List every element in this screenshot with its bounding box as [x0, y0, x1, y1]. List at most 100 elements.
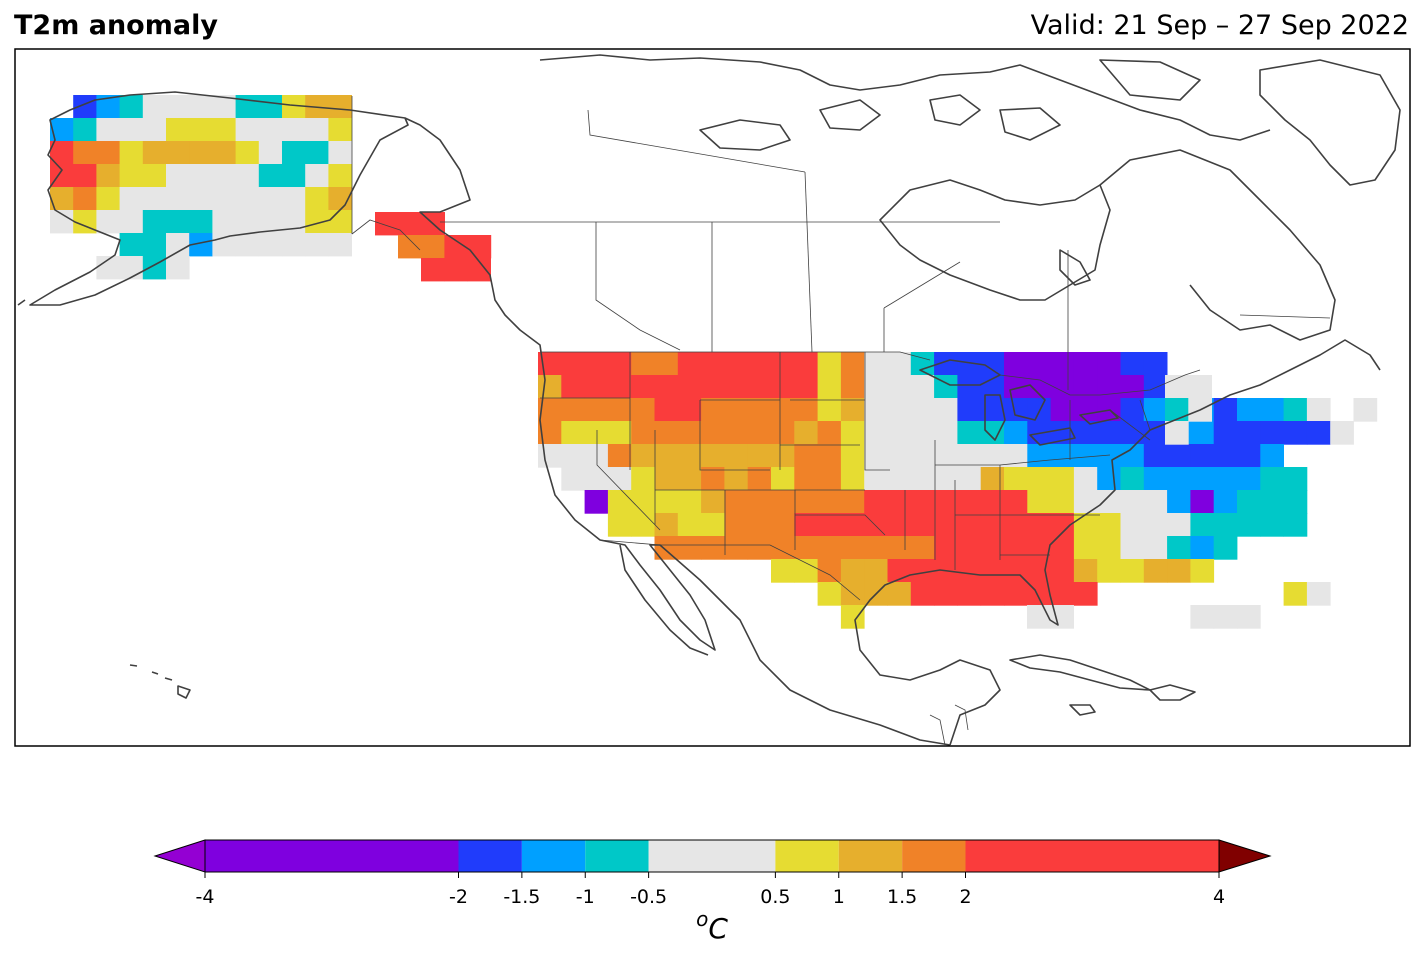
anomaly-cell: [980, 559, 1005, 583]
anomaly-cell: [794, 490, 818, 514]
anomaly-cell: [724, 536, 749, 560]
anomaly-cell: [142, 141, 167, 165]
anomaly-cell: [1330, 421, 1354, 445]
anomaly-cell: [282, 164, 306, 188]
anomaly-cell: [910, 582, 935, 606]
anomaly-cell: [258, 164, 283, 188]
anomaly-cell: [1190, 467, 1215, 491]
anomaly-cell: [607, 398, 632, 422]
anomaly-cell: [771, 536, 795, 560]
anomaly-cell: [677, 490, 702, 514]
anomaly-cell: [1050, 582, 1075, 606]
colorbar-over-extension: [1218, 839, 1272, 873]
anomaly-cell: [1120, 398, 1145, 422]
anomaly-cell: [538, 421, 562, 445]
anomaly-grid: [50, 95, 1378, 629]
anomaly-cell: [980, 536, 1005, 560]
anomaly-cell: [724, 467, 749, 491]
anomaly-cell: [817, 536, 842, 560]
anomaly-cell: [1027, 559, 1051, 583]
anomaly-cell: [1120, 536, 1145, 560]
anomaly-cell: [282, 187, 306, 211]
anomaly-cell: [887, 513, 912, 537]
anomaly-cell: [189, 141, 213, 165]
anomaly-cell: [212, 118, 236, 142]
anomaly-cell: [1143, 536, 1168, 560]
anomaly-cell: [1306, 582, 1331, 606]
anomaly-cell: [142, 118, 167, 142]
anomaly-cell: [305, 233, 329, 257]
anomaly-cell: [794, 398, 818, 422]
anomaly-cell: [1004, 352, 1028, 376]
anomaly-cell: [538, 375, 562, 399]
anomaly-cell: [96, 187, 120, 211]
anomaly-cell: [840, 398, 865, 422]
anomaly-cell: [1120, 375, 1145, 399]
anomaly-cell: [864, 352, 888, 376]
anomaly-cell: [631, 398, 655, 422]
anomaly-cell: [747, 375, 772, 399]
anomaly-cell: [584, 375, 609, 399]
anomaly-cell: [166, 95, 190, 119]
anomaly-cell: [1190, 605, 1215, 629]
anomaly-cell: [934, 398, 958, 422]
anomaly-cell: [654, 490, 679, 514]
anomaly-cell: [166, 187, 190, 211]
anomaly-cell: [771, 490, 795, 514]
anomaly-cell: [934, 352, 958, 376]
anomaly-cell: [957, 398, 982, 422]
anomaly-cell: [910, 513, 935, 537]
anomaly-cell: [794, 559, 818, 583]
anomaly-cell: [631, 421, 655, 445]
political-borders: [351, 96, 1331, 746]
anomaly-cell: [1143, 421, 1168, 445]
anomaly-cell: [584, 467, 609, 491]
anomaly-cell: [1283, 582, 1308, 606]
anomaly-cell: [1213, 421, 1238, 445]
anomaly-cell: [212, 164, 236, 188]
colorbar-tick-label: 1.5: [887, 886, 917, 908]
anomaly-cell: [1143, 467, 1168, 491]
anomaly-cell: [957, 467, 982, 491]
anomaly-cell: [119, 95, 144, 119]
anomaly-cell: [677, 352, 702, 376]
anomaly-cell: [189, 95, 213, 119]
anomaly-cell: [1073, 467, 1098, 491]
anomaly-cell: [1237, 605, 1261, 629]
anomaly-cell: [1004, 444, 1028, 468]
colorbar-bin: [775, 840, 839, 872]
anomaly-cell: [1073, 352, 1098, 376]
anomaly-cell: [1027, 513, 1051, 537]
anomaly-cell: [980, 352, 1005, 376]
anomaly-cell: [910, 490, 935, 514]
colorbar-tick-label: 2: [959, 886, 971, 908]
anomaly-cell: [142, 233, 167, 257]
anomaly-cell: [1097, 444, 1121, 468]
anomaly-cell: [934, 513, 958, 537]
anomaly-cell: [910, 559, 935, 583]
anomaly-cell: [747, 444, 772, 468]
anomaly-cell: [934, 467, 958, 491]
anomaly-cell: [1120, 421, 1145, 445]
anomaly-cell: [1004, 490, 1028, 514]
anomaly-cell: [934, 444, 958, 468]
anomaly-cell: [1306, 421, 1331, 445]
anomaly-cell: [467, 258, 491, 282]
anomaly-cell: [467, 235, 492, 259]
anomaly-cell: [50, 187, 74, 211]
anomaly-cell: [235, 233, 260, 257]
anomaly-cell: [701, 352, 725, 376]
anomaly-cell: [701, 444, 725, 468]
anomaly-cell: [724, 398, 749, 422]
anomaly-cell: [724, 513, 749, 537]
anomaly-cell: [1190, 513, 1215, 537]
anomaly-cell: [142, 210, 167, 234]
anomaly-cell: [840, 605, 865, 629]
anomaly-cell: [864, 444, 888, 468]
anomaly-cell: [1004, 398, 1028, 422]
anomaly-cell: [212, 141, 236, 165]
anomaly-cell: [328, 164, 352, 188]
anomaly-cell: [840, 513, 865, 537]
anomaly-cell: [887, 421, 912, 445]
anomaly-cell: [1190, 559, 1215, 583]
